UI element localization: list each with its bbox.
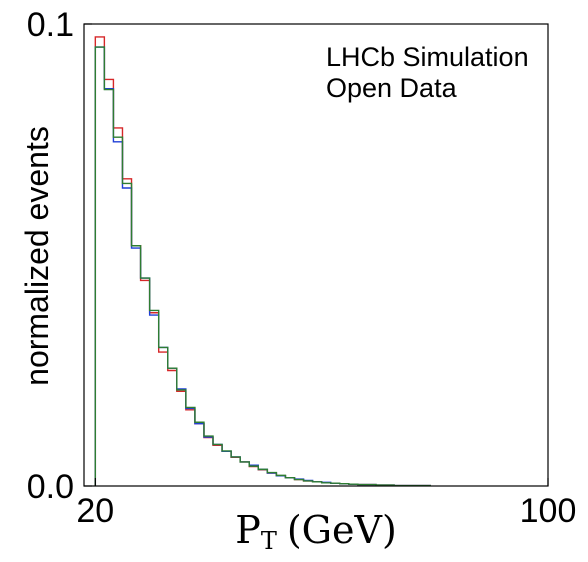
x-axis-label: PT (GeV) — [235, 508, 397, 555]
x-axis-label-symbol: P — [235, 508, 261, 552]
annotation-line-2: Open Data — [326, 73, 458, 103]
series-layer — [94, 36, 431, 487]
y-tick-label: 0.1 — [27, 6, 74, 44]
plot-area — [84, 24, 548, 486]
plot-frame — [83, 23, 549, 487]
x-tick-label: 100 — [520, 492, 577, 530]
tick-layer: 20 100 0.0 0.1 — [27, 6, 577, 530]
annotation-line-1: LHCb Simulation — [326, 42, 529, 72]
x-axis-label-subscript: T — [261, 527, 277, 555]
y-tick-label: 0.0 — [27, 468, 74, 506]
x-axis-label-unit: (GeV) — [287, 508, 397, 552]
histogram-series-3 — [94, 46, 431, 487]
y-axis-label: normalized events — [19, 126, 55, 386]
x-tick-label: 20 — [76, 492, 114, 530]
